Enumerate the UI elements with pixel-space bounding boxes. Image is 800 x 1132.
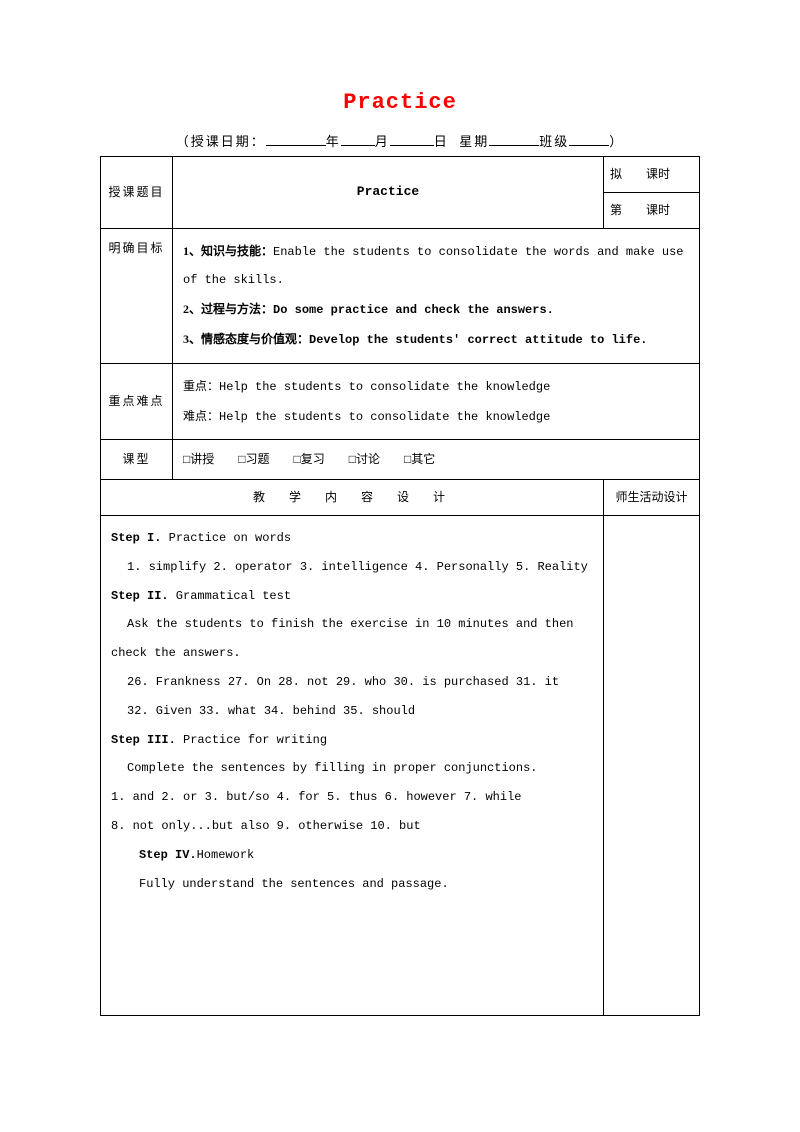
content-cell: Step I. Practice on words 1. simplify 2.… <box>101 515 604 1015</box>
keypoint1-text: Help the students to consolidate the kno… <box>219 380 550 394</box>
design-label: 教 学 内 容 设 计 <box>101 480 604 516</box>
label-class: 班级 <box>539 134 569 149</box>
label-month: 月 <box>375 134 390 149</box>
step2-answers-2: 32. Given 33. what 34. behind 35. should <box>111 697 593 726</box>
keypoint1-label: 重点： <box>183 379 219 393</box>
document-title: Practice <box>100 90 700 115</box>
obj2-text: Do some practice and check the answers. <box>273 303 554 317</box>
keypoint2-label: 难点： <box>183 409 219 423</box>
objective-cell: 1、知识与技能：Enable the students to consolida… <box>173 228 700 363</box>
row-design-header: 教 学 内 容 设 计 师生活动设计 <box>101 480 700 516</box>
obj1-label: 1、知识与技能： <box>183 244 273 258</box>
blank-year <box>266 132 326 146</box>
period-plan: 拟 课时 <box>604 157 700 193</box>
row-keypoints: 重点难点 重点：Help the students to consolidate… <box>101 363 700 440</box>
obj3-label: 3、情感态度与价值观： <box>183 332 309 346</box>
step4-sub: Homework <box>197 848 255 862</box>
lesson-plan-table: 授课题目 Practice 拟 课时 第 课时 明确目标 1、知识与技能：Ena… <box>100 156 700 1016</box>
step2-title: Step II. <box>111 589 169 603</box>
step3-text: Complete the sentences by filling in pro… <box>111 754 593 783</box>
activity-cell <box>604 515 700 1015</box>
objective-label: 明确目标 <box>101 228 173 363</box>
step1-items: 1. simplify 2. operator 3. intelligence … <box>111 553 593 582</box>
step2-text: Ask the students to finish the exercise … <box>111 610 593 668</box>
keypoint2-text: Help the students to consolidate the kno… <box>219 410 550 424</box>
keypoint-label: 重点难点 <box>101 363 173 440</box>
step1-sub: Practice on words <box>161 531 291 545</box>
date-line: （授课日期： 年 月 日 星期 班级 ） <box>100 131 700 150</box>
label-year: 年 <box>326 134 341 149</box>
blank-day <box>390 132 434 146</box>
step3-answers-1: 1. and 2. or 3. but/so 4. for 5. thus 6.… <box>111 783 593 812</box>
type-options: □讲授 □习题 □复习 □讨论 □其它 <box>173 440 700 480</box>
keypoint-cell: 重点：Help the students to consolidate the … <box>173 363 700 440</box>
topic-value: Practice <box>173 157 604 229</box>
step3-sub: Practice for writing <box>176 733 327 747</box>
step1-title: Step I. <box>111 531 161 545</box>
row-type: 课型 □讲授 □习题 □复习 □讨论 □其它 <box>101 440 700 480</box>
dateline-suffix: ） <box>609 134 624 149</box>
step2-sub: Grammatical test <box>169 589 291 603</box>
blank-weekday <box>489 132 539 146</box>
type-label: 课型 <box>101 440 173 480</box>
row-content: Step I. Practice on words 1. simplify 2.… <box>101 515 700 1015</box>
obj3-text: Develop the students' correct attitude t… <box>309 333 647 347</box>
dateline-prefix: （授课日期： <box>176 134 266 149</box>
label-day: 日 <box>434 134 449 149</box>
period-number: 第 课时 <box>604 192 700 228</box>
activity-label: 师生活动设计 <box>604 480 700 516</box>
step2-answers-1: 26. Frankness 27. On 28. not 29. who 30.… <box>111 668 593 697</box>
row-objectives: 明确目标 1、知识与技能：Enable the students to cons… <box>101 228 700 363</box>
label-weekday: 星期 <box>459 134 489 149</box>
topic-label: 授课题目 <box>101 157 173 229</box>
step4-title: Step IV. <box>139 848 197 862</box>
blank-month <box>341 132 375 146</box>
blank-class <box>569 132 609 146</box>
step3-answers-2: 8. not only...but also 9. otherwise 10. … <box>111 812 593 841</box>
row-topic: 授课题目 Practice 拟 课时 <box>101 157 700 193</box>
page: Practice （授课日期： 年 月 日 星期 班级 ） 授课题目 Practice 拟… <box>0 0 800 1056</box>
step4-text: Fully understand the sentences and passa… <box>111 870 593 899</box>
step3-title: Step III. <box>111 733 176 747</box>
obj2-label: 2、过程与方法： <box>183 302 273 316</box>
